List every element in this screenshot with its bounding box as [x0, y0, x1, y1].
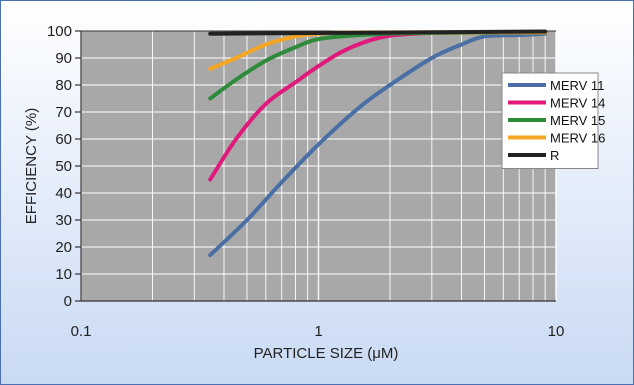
y-tick-label: 10	[55, 266, 72, 283]
y-tick-label: 70	[55, 104, 72, 121]
y-tick-label: 40	[55, 185, 72, 202]
legend: MERV 11 MERV 14 MERV 15 MERV 16 R	[501, 72, 605, 169]
y-tick-label: 80	[55, 77, 72, 94]
legend-label: R	[550, 148, 559, 163]
x-tick-label: 0.1	[71, 323, 92, 340]
series-line-merv-11	[208, 31, 548, 258]
y-tick-label: 90	[55, 50, 72, 67]
y-tick-label: 100	[47, 23, 72, 40]
x-tick-label: 10	[548, 323, 565, 340]
legend-label: MERV 11	[550, 78, 604, 93]
y-tick-label: 50	[55, 158, 72, 175]
x-axis-label: PARTICLE SIZE (μM)	[254, 345, 399, 362]
y-tick-label: 20	[55, 239, 72, 256]
legend-label: MERV 15	[550, 113, 605, 128]
x-tick-label: 1	[314, 323, 322, 340]
grid-lines	[80, 30, 557, 302]
axes: 0 10 20 30 40 50 60 70 80 90 100 0.1 1 10	[47, 23, 564, 340]
y-axis-label: EFFICIENCY (%)	[23, 108, 40, 224]
y-tick-label: 30	[55, 212, 72, 229]
legend-label: MERV 16	[550, 131, 605, 146]
y-tick-label: 60	[55, 131, 72, 148]
series-line-r	[208, 29, 548, 36]
series-lines	[208, 29, 548, 258]
y-tick-label: 0	[64, 293, 72, 310]
legend-label: MERV 14	[550, 96, 605, 111]
